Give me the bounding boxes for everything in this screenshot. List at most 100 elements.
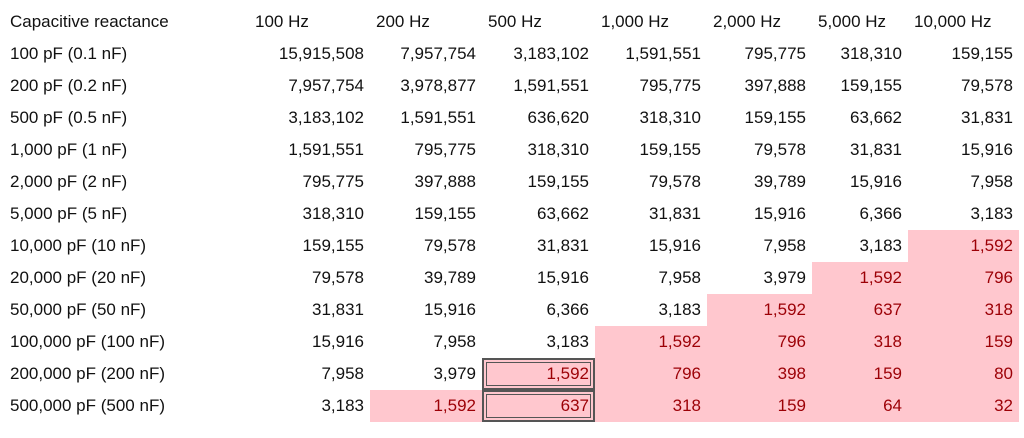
header-cell: 1,000 Hz bbox=[601, 12, 670, 31]
value-cell: 3,183 bbox=[658, 300, 701, 319]
value-cell: 1,592 bbox=[908, 230, 1019, 262]
value-cell: 6,366 bbox=[546, 300, 589, 319]
row-label: 50,000 pF (50 nF) bbox=[10, 300, 147, 319]
value-cell: 3,183 bbox=[321, 396, 364, 415]
value-cell: 1,591,551 bbox=[513, 76, 589, 95]
value-cell: 159 bbox=[707, 390, 812, 422]
value-cell: 79,578 bbox=[649, 172, 701, 191]
value-cell: 795,775 bbox=[639, 76, 701, 95]
row-label: 10,000 pF (10 nF) bbox=[10, 236, 147, 255]
value-cell: 159,155 bbox=[744, 108, 806, 127]
table-row: 20,000 pF (20 nF) 79,578 39,789 15,916 7,958… bbox=[4, 262, 1019, 294]
row-label: 1,000 pF (1 nF) bbox=[10, 140, 128, 159]
header-cell: 200 Hz bbox=[376, 12, 430, 31]
table-row: 100 pF (0.1 nF) 15,915,508 7,957,754 3,183,… bbox=[4, 38, 1019, 70]
value-cell: 796 bbox=[707, 326, 812, 358]
value-cell: 159 bbox=[812, 358, 908, 390]
value-cell: 15,916 bbox=[754, 204, 806, 223]
value-cell: 3,183,102 bbox=[288, 108, 364, 127]
value-cell: 15,916 bbox=[961, 140, 1013, 159]
table-row: 1,000 pF (1 nF) 1,591,551 795,775 318,310 15… bbox=[4, 134, 1019, 166]
reactance-table: Capacitive reactance 100 Hz 200 Hz 500 Hz 1,… bbox=[4, 6, 1019, 422]
value-cell: 318 bbox=[908, 294, 1019, 326]
row-label: 20,000 pF (20 nF) bbox=[10, 268, 147, 287]
value-cell: 63,662 bbox=[537, 204, 589, 223]
value-cell: 318 bbox=[812, 326, 908, 358]
table-row: 2,000 pF (2 nF) 795,775 397,888 159,155 79,5… bbox=[4, 166, 1019, 198]
table-row: 5,000 pF (5 nF) 318,310 159,155 63,662 31,83… bbox=[4, 198, 1019, 230]
value-cell: 3,978,877 bbox=[400, 76, 476, 95]
value-cell: 159,155 bbox=[527, 172, 589, 191]
row-label: 5,000 pF (5 nF) bbox=[10, 204, 128, 223]
value-cell: 3,979 bbox=[763, 268, 806, 287]
value-cell: 7,958 bbox=[970, 172, 1013, 191]
value-cell: 1,592 bbox=[482, 358, 595, 390]
value-cell: 15,916 bbox=[424, 300, 476, 319]
value-cell: 796 bbox=[595, 358, 707, 390]
row-label: 500 pF (0.5 nF) bbox=[10, 108, 128, 127]
value-cell: 15,916 bbox=[537, 268, 589, 287]
value-cell: 7,958 bbox=[433, 332, 476, 351]
value-cell: 159,155 bbox=[639, 140, 701, 159]
value-cell: 159,155 bbox=[302, 236, 364, 255]
row-label: 500,000 pF (500 nF) bbox=[10, 396, 165, 415]
header-row: Capacitive reactance 100 Hz 200 Hz 500 Hz 1,… bbox=[4, 6, 1019, 38]
value-cell: 79,578 bbox=[424, 236, 476, 255]
header-cell: 500 Hz bbox=[488, 12, 542, 31]
value-cell: 1,591,551 bbox=[400, 108, 476, 127]
value-cell: 63,662 bbox=[850, 108, 902, 127]
value-cell: 31,831 bbox=[961, 108, 1013, 127]
value-cell: 7,957,754 bbox=[288, 76, 364, 95]
value-cell: 6,366 bbox=[859, 204, 902, 223]
value-cell: 637 bbox=[812, 294, 908, 326]
value-cell: 32 bbox=[908, 390, 1019, 422]
value-cell: 1,591,551 bbox=[288, 140, 364, 159]
row-label: 200 pF (0.2 nF) bbox=[10, 76, 128, 95]
value-cell: 159,155 bbox=[414, 204, 476, 223]
table-row: 500,000 pF (500 nF) 3,183 1,592 637 318 159 64… bbox=[4, 390, 1019, 422]
value-cell: 1,592 bbox=[370, 390, 482, 422]
value-cell: 318 bbox=[595, 390, 707, 422]
value-cell: 80 bbox=[908, 358, 1019, 390]
value-cell: 796 bbox=[908, 262, 1019, 294]
value-cell: 318,310 bbox=[302, 204, 364, 223]
value-cell: 3,979 bbox=[433, 364, 476, 383]
value-cell: 398 bbox=[707, 358, 812, 390]
value-cell: 7,958 bbox=[658, 268, 701, 287]
header-cell: 5,000 Hz bbox=[818, 12, 887, 31]
value-cell: 79,578 bbox=[961, 76, 1013, 95]
value-cell: 3,183 bbox=[970, 204, 1013, 223]
table-row: 200 pF (0.2 nF) 7,957,754 3,978,877 1,591,5… bbox=[4, 70, 1019, 102]
header-cell: 10,000 Hz bbox=[914, 12, 992, 31]
value-cell: 318,310 bbox=[639, 108, 701, 127]
value-cell: 637 bbox=[482, 390, 595, 422]
table-body: Capacitive reactance 100 Hz 200 Hz 500 Hz 1,… bbox=[4, 6, 1019, 422]
value-cell: 7,958 bbox=[763, 236, 806, 255]
row-label: 100 pF (0.1 nF) bbox=[10, 44, 128, 63]
table-row: 200,000 pF (200 nF) 7,958 3,979 1,592 796 398… bbox=[4, 358, 1019, 390]
table-row: 10,000 pF (10 nF) 159,155 79,578 31,831 15,9… bbox=[4, 230, 1019, 262]
value-cell: 1,591,551 bbox=[625, 44, 701, 63]
value-cell: 79,578 bbox=[312, 268, 364, 287]
value-cell: 31,831 bbox=[649, 204, 701, 223]
value-cell: 397,888 bbox=[414, 172, 476, 191]
value-cell: 15,915,508 bbox=[278, 44, 364, 63]
value-cell: 795,775 bbox=[744, 44, 806, 63]
value-cell: 39,789 bbox=[424, 268, 476, 287]
header-cell: 2,000 Hz bbox=[713, 12, 782, 31]
value-cell: 318,310 bbox=[840, 44, 902, 63]
value-cell: 79,578 bbox=[754, 140, 806, 159]
value-cell: 3,183,102 bbox=[513, 44, 589, 63]
value-cell: 3,183 bbox=[859, 236, 902, 255]
row-label: 200,000 pF (200 nF) bbox=[10, 364, 165, 383]
value-cell: 3,183 bbox=[546, 332, 589, 351]
value-cell: 159,155 bbox=[951, 44, 1013, 63]
value-cell: 1,592 bbox=[812, 262, 908, 294]
value-cell: 636,620 bbox=[527, 108, 589, 127]
value-cell: 7,957,754 bbox=[400, 44, 476, 63]
value-cell: 1,592 bbox=[707, 294, 812, 326]
row-label: 2,000 pF (2 nF) bbox=[10, 172, 128, 191]
value-cell: 7,958 bbox=[321, 364, 364, 383]
value-cell: 159,155 bbox=[840, 76, 902, 95]
